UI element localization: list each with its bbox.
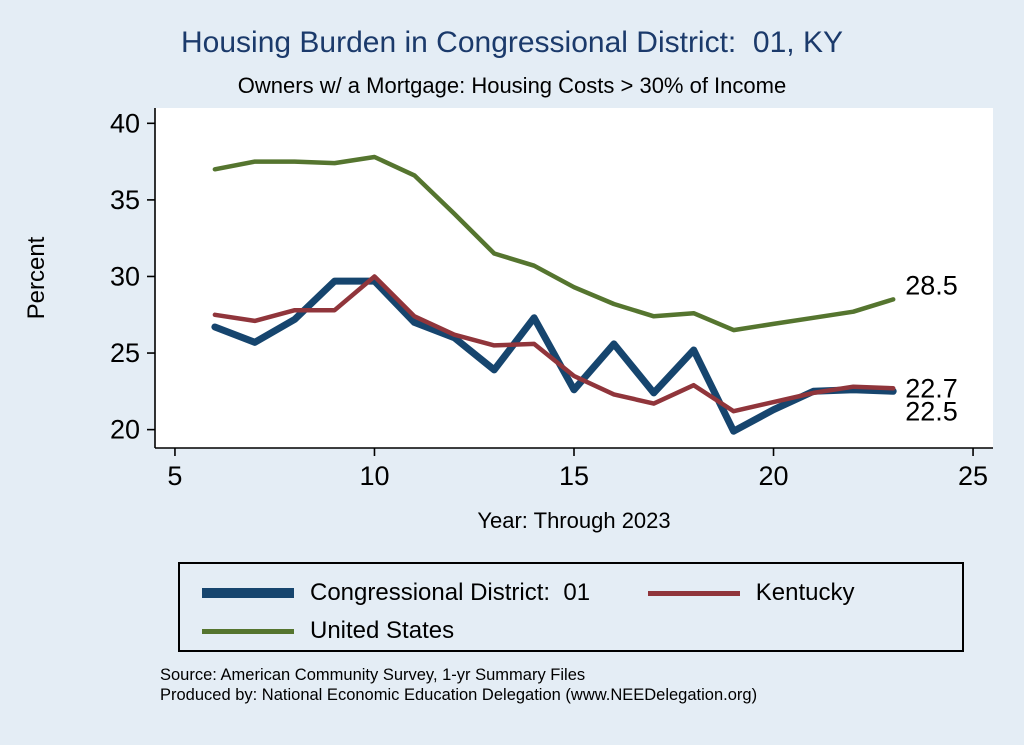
- district-line-swatch: [202, 588, 294, 598]
- svg-text:Percent: Percent: [23, 236, 50, 319]
- legend-label-district: Congressional District: 01: [310, 579, 591, 606]
- produced-by-note: Produced by: National Economic Education…: [160, 686, 758, 704]
- chart-title: Housing Burden in Congressional District…: [181, 26, 843, 59]
- united-states-line-swatch: [202, 628, 294, 634]
- svg-text:40: 40: [110, 108, 140, 138]
- svg-text:10: 10: [359, 461, 389, 491]
- svg-text:25: 25: [110, 338, 140, 368]
- svg-text:20: 20: [110, 415, 140, 445]
- kentucky-line-swatch: [647, 590, 740, 596]
- legend: Congressional District: 01 Kentucky Unit…: [178, 562, 964, 652]
- svg-text:35: 35: [110, 185, 140, 215]
- svg-text:5: 5: [167, 461, 182, 491]
- svg-text:28.5: 28.5: [905, 270, 958, 300]
- legend-item-kentucky: Kentucky: [626, 574, 962, 612]
- legend-label-kentucky: Kentucky: [755, 579, 855, 606]
- legend-label-united-states: United States: [310, 617, 455, 644]
- svg-text:20: 20: [759, 461, 789, 491]
- legend-item-district: Congressional District: 01: [180, 574, 626, 612]
- svg-text:22.7: 22.7: [905, 373, 958, 403]
- line-chart: 20 25 30 35 40 5 10 15 20 25 22.522.7 28.5 Percent: [23, 108, 993, 491]
- svg-text:25: 25: [958, 461, 988, 491]
- svg-text:22.5: 22.5: [905, 396, 958, 426]
- svg-text:15: 15: [559, 461, 589, 491]
- chart-subtitle: Owners w/ a Mortgage: Housing Costs > 30…: [237, 73, 787, 98]
- svg-text:30: 30: [110, 261, 140, 291]
- x-axis-title: Year: Through 2023: [477, 508, 671, 533]
- legend-item-united-states: United States: [180, 612, 626, 650]
- footnotes: Source: American Community Survey, 1-yr …: [160, 665, 1000, 705]
- source-note: Source: American Community Survey, 1-yr …: [160, 666, 586, 684]
